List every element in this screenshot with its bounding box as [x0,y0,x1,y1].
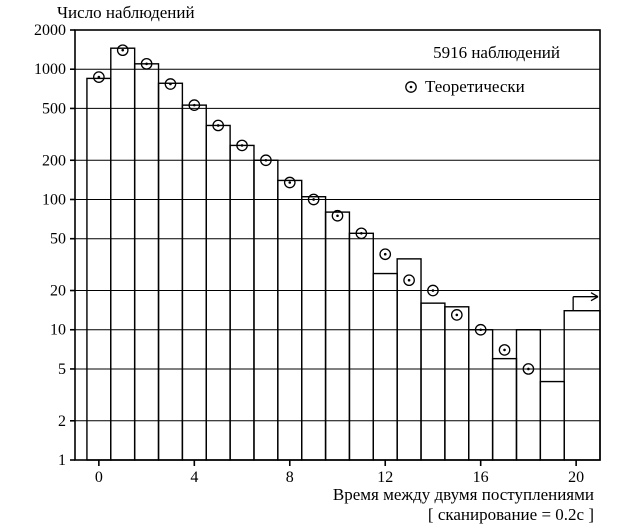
y-tick-label: 20 [50,283,66,300]
y-tick-label: 50 [50,231,66,248]
x-tick-label: 20 [568,469,584,486]
legend: Теоретически [406,77,525,96]
observations-annotation: 5916 наблюдений [433,43,560,62]
y-tick-label: 200 [42,152,66,169]
histogram-bar [135,64,159,460]
y-tick-label: 10 [50,322,66,339]
x-axis-title: Время между двумя поступлениями [333,485,594,504]
histogram-bar [421,303,445,460]
y-axis-title: Число наблюдений [57,3,195,22]
histogram-bar [516,330,540,460]
theory-marker [94,72,104,82]
histogram-bar [278,180,302,460]
histogram-bar [111,48,135,460]
y-tick-label: 1000 [34,61,66,78]
histogram-bar [373,274,397,460]
y-tick-label: 5 [58,361,66,378]
theory-marker [380,249,390,259]
histogram-bar [326,212,350,460]
x-axis-subtitle: [ сканирование = 0.2с ] [428,505,594,524]
y-tick-label: 500 [42,100,66,117]
histogram-bar [182,105,206,460]
x-tick-label: 12 [377,469,393,486]
y-tick-label: 2 [58,413,66,430]
histogram-bar [87,78,111,460]
theory-marker [499,345,509,355]
x-tick-label: 4 [190,469,198,486]
x-tick-label: 0 [95,469,103,486]
theory-marker [404,275,414,285]
histogram-bar [230,145,254,460]
histogram-bar [493,359,517,460]
histogram-bar [206,125,230,460]
histogram-bar [349,233,373,460]
y-tick-label: 2000 [34,22,66,39]
theory-marker [285,177,295,187]
chart-svg: 12510205010020050010002000Число наблюден… [0,0,620,526]
theory-marker [118,45,128,55]
histogram-bar [159,83,183,460]
y-tick-label: 100 [42,191,66,208]
theory-marker [452,310,462,320]
histogram-chart: 12510205010020050010002000Число наблюден… [0,0,620,526]
overflow-bar [564,311,600,460]
theory-marker [165,79,175,89]
x-tick-label: 16 [473,469,489,486]
histogram-bar [397,259,421,460]
y-tick-label: 1 [58,452,66,469]
x-tick-label: 8 [286,469,294,486]
legend-label: Теоретически [425,77,525,96]
histogram-bar [254,160,278,460]
histogram-bar [469,330,493,460]
